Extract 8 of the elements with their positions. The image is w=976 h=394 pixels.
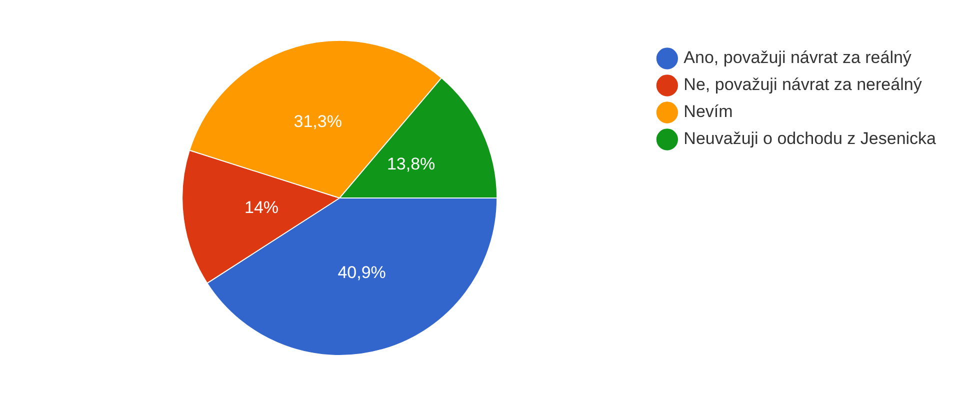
data-label: 40,9% <box>338 263 386 282</box>
legend-label: Nevím <box>684 102 733 122</box>
data-label: 31,3% <box>294 112 342 131</box>
legend-label: Ne, považuji návrat za nereálný <box>684 75 922 94</box>
data-label: 13,8% <box>386 154 436 174</box>
data-label: 14% <box>244 198 279 218</box>
legend-label: Neuvažuji o odchodu z Jesenicka <box>684 129 937 148</box>
legend-label: Ano, považuji návrat za reálný <box>684 48 912 68</box>
